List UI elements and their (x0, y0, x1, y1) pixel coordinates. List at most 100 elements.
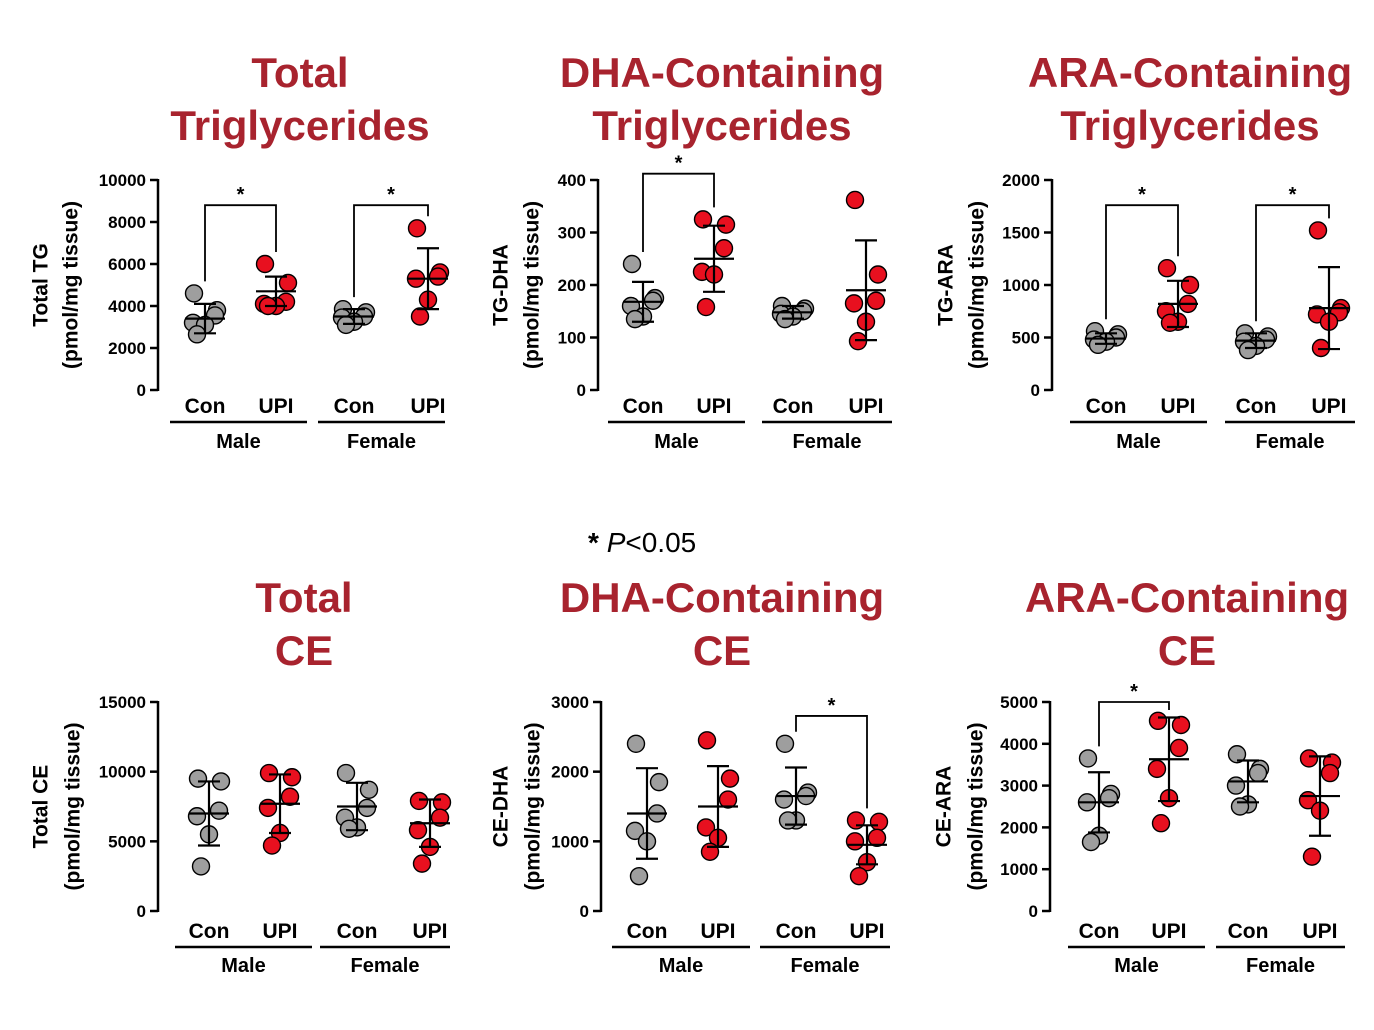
chart3-y-tick-label: 0 (1031, 381, 1040, 400)
chart1-significance-star: * (387, 184, 395, 206)
chart3-significance-bracket (1255, 204, 1330, 322)
chart2-y-tick-label: 100 (558, 329, 586, 348)
chart1-y-tick-label: 2000 (108, 339, 146, 358)
chart4-y-tick-label: 10000 (99, 763, 146, 782)
chart4-male-con-point (191, 857, 211, 876)
chart6-y-tick-label: 1000 (1000, 860, 1038, 879)
chart5-female-con-point (778, 811, 798, 830)
chart6-category-label: UPI (1151, 920, 1186, 943)
chart2-male-upi-point (693, 210, 713, 229)
chart5-y-axis-label-1: CE-DHA (489, 766, 512, 848)
chart1-group-label: Male (216, 431, 260, 453)
chart6-group-label: Female (1246, 955, 1315, 977)
chart6-female-con-point (1248, 763, 1268, 783)
chart4-male-con-point (187, 807, 207, 826)
chart5-y-tick-label: 2000 (551, 763, 589, 782)
chart2-female-upi-point (866, 291, 886, 310)
chart4-category-label: Con (337, 920, 378, 943)
chart4-y-tick-label: 15000 (99, 693, 146, 712)
chart5-y-tick-label: 3000 (551, 693, 589, 712)
chart6-category-label: Con (1079, 920, 1120, 943)
chart5-category-label: UPI (700, 920, 735, 943)
chart6-male-upi-point (1148, 711, 1168, 731)
chart1-significance-bracket (353, 204, 429, 298)
chart4-category-label: UPI (262, 920, 297, 943)
chart6-significance-star: * (1130, 681, 1138, 703)
chart6-y-axis-label-2: (pmol/mg tissue) (964, 722, 987, 890)
chart2-title-line-2: Triglycerides (592, 102, 851, 149)
chart5-male-upi-point (718, 790, 738, 809)
chart6-male-upi-point (1147, 759, 1167, 779)
chart3-y-tick-label: 1000 (1002, 276, 1040, 295)
chart6-category-label: UPI (1302, 920, 1337, 943)
chart6-group-label: Male (1114, 955, 1158, 977)
chart2-male-upi-point (696, 297, 716, 317)
chart2-category-label: UPI (696, 395, 731, 418)
chart2-group-label: Female (793, 431, 862, 453)
chart3-y-axis-label-1: TG-ARA (934, 244, 957, 326)
chart4-male-upi-point (282, 768, 302, 787)
chart3-y-axis-label-2: (pmol/mg tissue) (965, 201, 988, 369)
chart4-y-tick-label: 0 (137, 902, 146, 921)
chart5-male-con-point (629, 866, 649, 886)
chart2-significance-bracket (642, 172, 715, 252)
chart2-female-upi-point (868, 265, 888, 284)
chart3-category-label: UPI (1160, 395, 1195, 418)
chart5-title-line-2: CE (693, 627, 751, 674)
chart6-y-tick-label: 4000 (1000, 735, 1038, 754)
chart1-title-line-2: Triglycerides (170, 102, 429, 149)
chart5-female-upi-point (849, 866, 869, 886)
chart6-y-tick-label: 5000 (1000, 693, 1038, 712)
chart2-male-con-point (625, 309, 645, 329)
chart1-y-tick-label: 0 (137, 381, 146, 400)
chart6-female-con-point (1226, 776, 1246, 795)
chart3-significance-bracket (1105, 204, 1179, 320)
chart4-y-axis-label-1: Total CE (29, 765, 52, 849)
chart4-male-upi-point (280, 787, 300, 806)
chart5-y-axis-label-2: (pmol/mg tissue) (521, 722, 544, 890)
chart3-significance-star: * (1138, 184, 1146, 206)
chart2-y-tick-label: 300 (558, 224, 586, 243)
chart2-category-label: Con (623, 395, 664, 418)
chart6-female-upi-point (1299, 749, 1319, 768)
chart5-y-tick-label: 0 (580, 902, 589, 921)
chart2-female-upi-point (845, 190, 865, 210)
chart3-female-con-point (1238, 340, 1258, 360)
chart1-category-label: Con (334, 395, 375, 418)
chart3-female-upi-point (1308, 221, 1328, 240)
chart3-y-tick-label: 1500 (1002, 224, 1040, 243)
chart2-title-line-1: DHA-Containing (560, 49, 884, 96)
chart4-female-upi-point (430, 808, 450, 827)
chart5-female-upi-point (845, 832, 865, 851)
chart6-y-axis-label-1: CE-ARA (932, 766, 955, 848)
chart1-y-axis-label-1: Total TG (29, 243, 52, 327)
chart3-category-label: UPI (1311, 395, 1346, 418)
chart4-female-con-point (359, 780, 379, 799)
chart3-group-label: Male (1116, 431, 1160, 453)
chart4-male-upi-point (262, 836, 282, 855)
chart5-significance-star: * (828, 695, 836, 717)
chart4-male-upi-point (258, 798, 278, 818)
chart2-y-tick-label: 0 (577, 381, 586, 400)
chart5-category-label: UPI (849, 920, 884, 943)
chart2-category-label: Con (773, 395, 814, 418)
chart1-category-label: Con (185, 395, 226, 418)
chart5-male-upi-point (697, 731, 717, 750)
chart5-male-upi-point (696, 818, 716, 837)
chart4-title-line-2: CE (275, 627, 333, 674)
chart3-male-upi-point (1157, 259, 1177, 278)
chart6-male-con-point (1099, 788, 1119, 808)
chart5-male-con-point (625, 821, 645, 841)
chart1-group-label: Female (347, 431, 416, 453)
chart2-female-upi-point (844, 294, 864, 313)
chart4-male-con-point (209, 801, 229, 820)
chart4-y-tick-label: 5000 (108, 832, 146, 851)
chart6-male-upi-point (1171, 715, 1191, 735)
chart1-female-upi-point (410, 307, 430, 326)
chart6-y-tick-label: 0 (1029, 902, 1038, 921)
chart1-significance-bracket (204, 204, 277, 282)
chart1-category-label: UPI (258, 395, 293, 418)
chart1-y-tick-label: 4000 (108, 297, 146, 316)
chart6-y-tick-label: 3000 (1000, 777, 1038, 796)
